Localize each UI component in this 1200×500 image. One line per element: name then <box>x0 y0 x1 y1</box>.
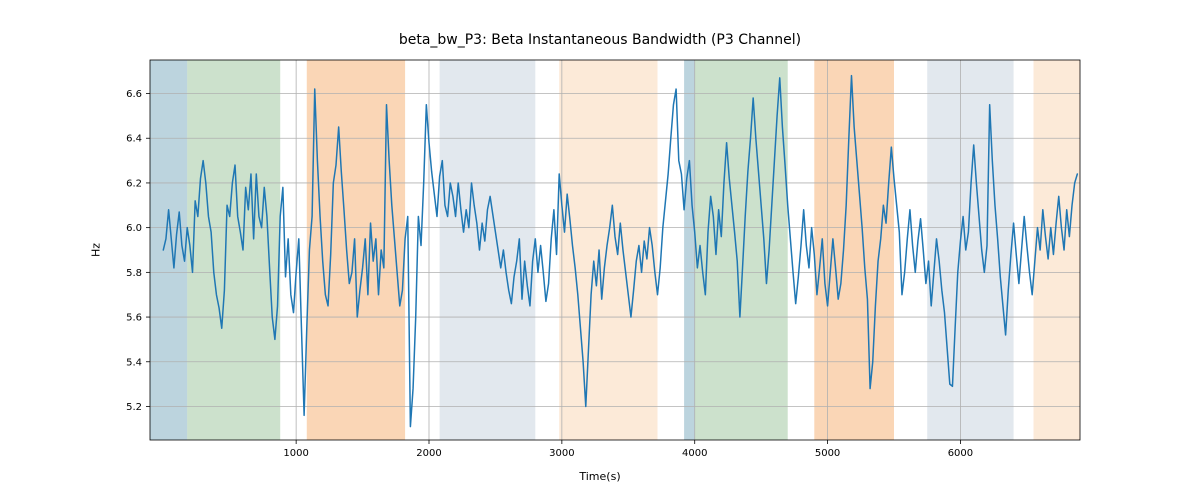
y-tick-label: 6.0 <box>126 223 142 234</box>
chart-title: beta_bw_P3: Beta Instantaneous Bandwidth… <box>0 32 1200 48</box>
x-tick-label: 1000 <box>283 448 308 459</box>
x-tick-label: 6000 <box>948 448 973 459</box>
chart-container: 1000 2000 3000 4000 5000 6000 5.2 5.4 5.6 5.8 6.0 6… <box>0 0 1200 500</box>
line-chart-svg: 1000 2000 3000 4000 5000 6000 5.2 5.4 5.6 5.8 6.0 6… <box>0 0 1200 500</box>
y-tick-label: 5.4 <box>126 357 142 368</box>
x-tick-label: 4000 <box>682 448 707 459</box>
y-axis-label: Hz <box>90 243 103 257</box>
x-axis-label: Time(s) <box>0 470 1200 483</box>
y-tick-label: 6.2 <box>126 178 142 189</box>
x-tick-label: 5000 <box>815 448 840 459</box>
x-tick-label: 2000 <box>416 448 441 459</box>
y-tick-label: 5.6 <box>126 313 142 324</box>
y-tick-label: 5.2 <box>126 402 142 413</box>
y-tick-label: 6.6 <box>126 89 142 100</box>
x-tick-label: 3000 <box>549 448 574 459</box>
y-tick-label: 6.4 <box>126 134 142 145</box>
y-tick-label: 5.8 <box>126 268 142 279</box>
